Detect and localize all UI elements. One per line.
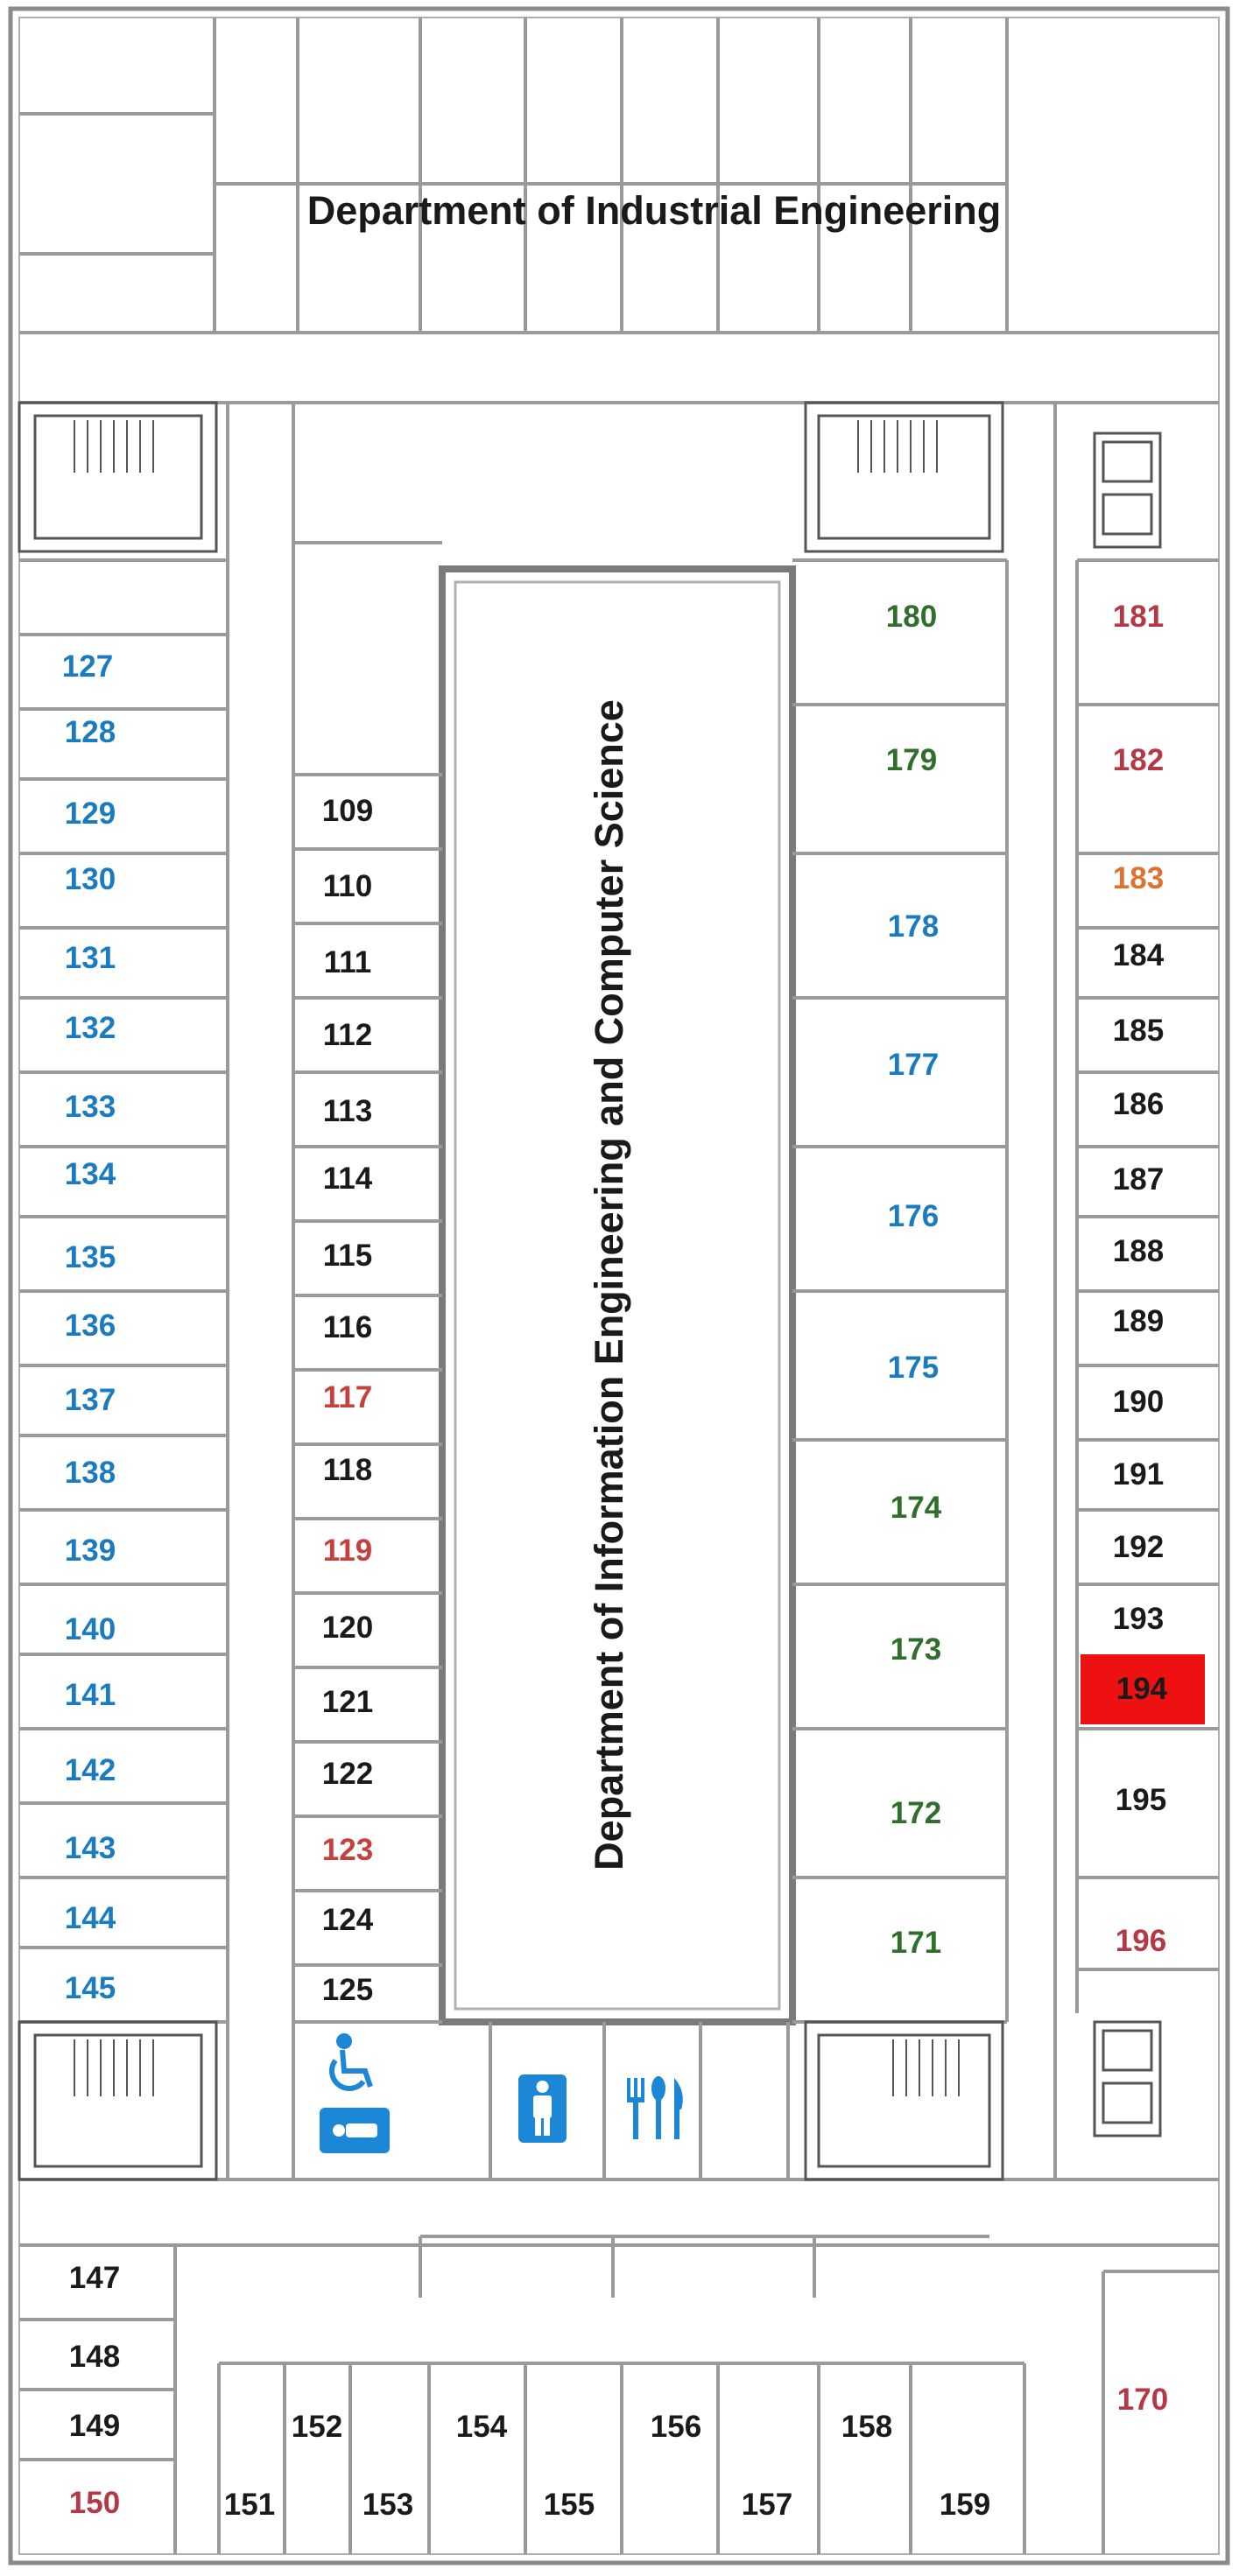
room-132[interactable]: 132 — [64, 1011, 116, 1045]
room-115[interactable]: 115 — [322, 1239, 373, 1273]
restroom-icon — [518, 2074, 567, 2143]
room-147[interactable]: 147 — [68, 2261, 121, 2295]
room-121[interactable]: 121 — [321, 1685, 374, 1719]
room-192[interactable]: 192 — [1112, 1530, 1165, 1564]
room-123[interactable]: 123 — [321, 1833, 374, 1867]
room-151[interactable]: 151 — [223, 2488, 276, 2522]
room-184[interactable]: 184 — [1112, 938, 1165, 972]
wheelchair-icon — [329, 2033, 373, 2091]
room-109[interactable]: 109 — [321, 794, 374, 828]
room-186[interactable]: 186 — [1112, 1087, 1165, 1121]
room-152[interactable]: 152 — [291, 2410, 343, 2444]
room-138[interactable]: 138 — [64, 1456, 116, 1490]
room-176[interactable]: 176 — [887, 1199, 940, 1233]
room-183[interactable]: 183 — [1112, 861, 1165, 895]
room-185[interactable]: 185 — [1112, 1014, 1165, 1048]
room-190[interactable]: 190 — [1112, 1385, 1165, 1419]
room-131[interactable]: 131 — [64, 941, 116, 975]
room-149[interactable]: 149 — [68, 2409, 121, 2443]
room-195[interactable]: 195 — [1115, 1783, 1167, 1817]
room-178[interactable]: 178 — [887, 909, 940, 944]
highlighted-room-194 — [1081, 1654, 1205, 1724]
room-114[interactable]: 114 — [322, 1162, 373, 1196]
room-128[interactable]: 128 — [64, 715, 116, 749]
room-175[interactable]: 175 — [887, 1351, 940, 1385]
room-122[interactable]: 122 — [321, 1757, 374, 1791]
room-156[interactable]: 156 — [650, 2410, 702, 2444]
room-170[interactable]: 170 — [1116, 2383, 1169, 2417]
room-189[interactable]: 189 — [1112, 1304, 1165, 1338]
room-196[interactable]: 196 — [1115, 1924, 1167, 1958]
room-148[interactable]: 148 — [68, 2340, 121, 2374]
department-information-engineering-label: Department of Information Engineering an… — [587, 699, 631, 1871]
room-110[interactable]: 110 — [322, 869, 373, 903]
room-119[interactable]: 119 — [322, 1534, 373, 1568]
room-134[interactable]: 134 — [64, 1157, 116, 1191]
room-133[interactable]: 133 — [64, 1090, 116, 1124]
room-188[interactable]: 188 — [1112, 1234, 1165, 1268]
room-111[interactable]: 111 — [323, 945, 372, 979]
room-150[interactable]: 150 — [68, 2486, 121, 2520]
staircase-icon — [18, 401, 1004, 2181]
room-137[interactable]: 137 — [64, 1383, 116, 1417]
room-171[interactable]: 171 — [890, 1926, 942, 1960]
room-157[interactable]: 157 — [741, 2488, 793, 2522]
room-125[interactable]: 125 — [321, 1973, 374, 2007]
room-154[interactable]: 154 — [455, 2410, 508, 2444]
room-143[interactable]: 143 — [64, 1831, 116, 1865]
room-142[interactable]: 142 — [64, 1753, 116, 1787]
room-194[interactable]: 194 — [1116, 1672, 1168, 1706]
room-127[interactable]: 127 — [61, 649, 114, 684]
cafeteria-icon — [627, 2076, 683, 2139]
room-139[interactable]: 139 — [64, 1534, 116, 1568]
elevator-icon — [1093, 432, 1162, 2137]
room-181[interactable]: 181 — [1112, 600, 1165, 634]
room-140[interactable]: 140 — [64, 1612, 116, 1646]
room-177[interactable]: 177 — [887, 1048, 940, 1082]
room-191[interactable]: 191 — [1112, 1457, 1165, 1492]
room-158[interactable]: 158 — [841, 2410, 893, 2444]
room-135[interactable]: 135 — [64, 1240, 116, 1274]
room-180[interactable]: 180 — [885, 600, 938, 634]
room-182[interactable]: 182 — [1112, 743, 1165, 777]
room-155[interactable]: 155 — [543, 2488, 595, 2522]
room-145[interactable]: 145 — [64, 1971, 116, 2005]
room-187[interactable]: 187 — [1112, 1162, 1165, 1197]
department-industrial-engineering-label: Department of Industrial Engineering — [306, 188, 1002, 233]
room-174[interactable]: 174 — [890, 1491, 942, 1525]
room-172[interactable]: 172 — [890, 1796, 942, 1830]
room-129[interactable]: 129 — [64, 797, 116, 831]
room-159[interactable]: 159 — [939, 2488, 991, 2522]
room-193[interactable]: 193 — [1112, 1602, 1165, 1636]
room-141[interactable]: 141 — [64, 1678, 116, 1712]
room-118[interactable]: 118 — [322, 1453, 373, 1487]
room-117[interactable]: 117 — [322, 1380, 373, 1414]
room-124[interactable]: 124 — [321, 1903, 374, 1937]
room-179[interactable]: 179 — [885, 743, 938, 777]
room-173[interactable]: 173 — [890, 1632, 942, 1667]
room-153[interactable]: 153 — [362, 2488, 414, 2522]
room-116[interactable]: 116 — [322, 1310, 373, 1344]
room-144[interactable]: 144 — [64, 1901, 116, 1935]
room-136[interactable]: 136 — [64, 1309, 116, 1343]
room-112[interactable]: 112 — [322, 1018, 373, 1052]
disabled-toilet-icon — [320, 2108, 390, 2153]
room-130[interactable]: 130 — [64, 862, 116, 896]
room-120[interactable]: 120 — [321, 1611, 374, 1645]
room-113[interactable]: 113 — [322, 1094, 373, 1128]
